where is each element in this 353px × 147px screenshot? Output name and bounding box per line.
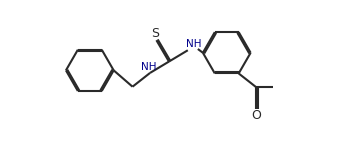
Text: S: S	[151, 27, 159, 40]
Text: NH: NH	[186, 39, 202, 49]
Text: O: O	[251, 109, 261, 122]
Text: NH: NH	[141, 62, 157, 72]
